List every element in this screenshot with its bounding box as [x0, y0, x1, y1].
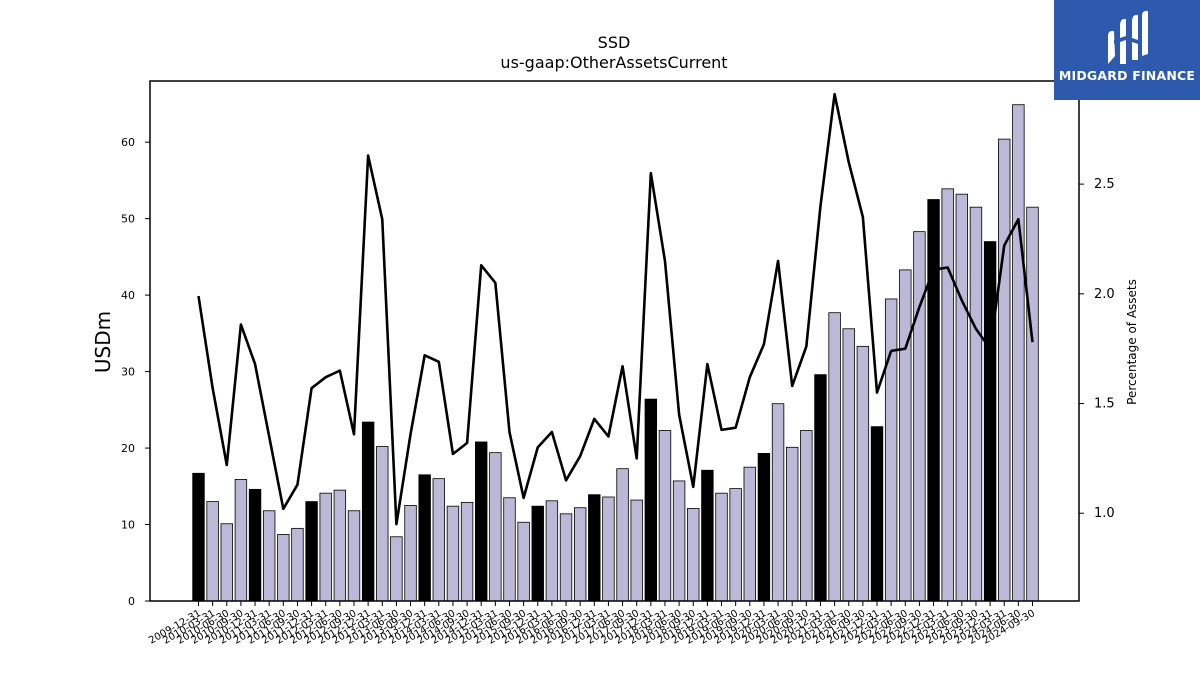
bar-2010-09-30	[234, 479, 248, 602]
bar-2024-09-30	[1026, 206, 1039, 602]
left-axis: 0 10 20 30 40 50 60	[121, 136, 150, 608]
right-axis: 1.0 1.5 2.0 2.5	[1079, 177, 1115, 521]
y2-tick-label: 1.0	[1094, 506, 1115, 521]
bar-2019-09-30	[743, 466, 756, 602]
bar-2014-06-30	[446, 505, 460, 602]
bar-2019-06-30	[729, 488, 742, 602]
bar-2023-09-30	[969, 206, 983, 602]
bar-2016-12-31	[588, 494, 601, 602]
plot-frame	[149, 80, 1080, 602]
bar-2024-06-30	[1012, 104, 1025, 602]
bar-2016-06-30	[559, 513, 573, 602]
bar-2011-06-30	[277, 534, 290, 602]
bar-2017-06-30	[616, 468, 629, 602]
bar-2018-06-30	[672, 480, 686, 602]
y-axis-label: USDm	[91, 311, 115, 373]
bar-2014-09-30	[460, 501, 474, 602]
y-tick-label: 40	[121, 289, 135, 302]
y2-tick-label: 2.5	[1094, 177, 1115, 192]
midgard-finance-logo: MIDGARD FINANCE	[1054, 0, 1200, 100]
bar-2013-12-31	[418, 474, 431, 602]
bar-2012-03-31	[319, 492, 332, 602]
bar-2010-06-30	[220, 523, 233, 602]
bar-2017-12-31	[644, 398, 658, 602]
bar-2013-06-30	[390, 536, 403, 602]
bar-2018-12-31	[701, 469, 714, 602]
bar-2012-06-30	[333, 489, 347, 602]
bar-2017-03-31	[602, 496, 615, 602]
bar-2020-09-30	[800, 430, 813, 602]
bar-2012-09-30	[347, 510, 361, 602]
bar-2010-03-31	[206, 501, 219, 602]
bar-2022-06-30	[899, 269, 912, 602]
bar-2023-06-30	[955, 193, 969, 602]
bar-2016-09-30	[573, 507, 587, 602]
chart-title: SSD	[598, 33, 631, 52]
bar-2022-03-31	[884, 298, 898, 602]
bar-2021-03-31	[828, 312, 841, 602]
bar-2021-06-30	[842, 328, 855, 602]
bar-2017-09-30	[630, 499, 643, 602]
bar-2020-12-31	[814, 374, 827, 602]
bar-2014-12-31	[475, 441, 488, 602]
bar-2011-09-30	[291, 527, 304, 602]
bar-2015-12-31	[531, 505, 544, 602]
y2-tick-label: 2.0	[1094, 287, 1115, 302]
bar-2020-06-30	[786, 446, 799, 602]
bar-2024-03-31	[998, 138, 1011, 602]
bar-2013-03-31	[376, 446, 389, 602]
bar-2011-12-31	[305, 501, 318, 602]
logo-mark-icon	[1108, 10, 1148, 64]
percentage-line	[197, 92, 1034, 526]
bar-2018-03-31	[658, 430, 672, 602]
bar-2011-03-31	[262, 510, 276, 602]
bar-2012-12-31	[361, 421, 375, 602]
bar-2021-09-30	[856, 345, 870, 602]
bar-2019-12-31	[757, 453, 771, 602]
logo-text: MIDGARD FINANCE	[1058, 68, 1196, 83]
bar-2022-12-31	[927, 199, 940, 602]
y-tick-label: 30	[121, 366, 135, 379]
y-tick-label: 10	[121, 519, 135, 532]
bar-2015-03-31	[489, 452, 502, 602]
bar-2015-06-30	[503, 497, 516, 602]
bar-2023-12-31	[983, 241, 997, 602]
y2-axis-label: Percentage of Assets	[1125, 279, 1139, 405]
bar-2015-09-30	[517, 521, 530, 602]
bar-2020-03-31	[771, 403, 785, 602]
bar-2014-03-31	[432, 478, 446, 602]
bar-2021-12-31	[870, 426, 884, 602]
chart-subtitle: us-gaap:OtherAssetsCurrent	[500, 53, 727, 72]
bar-2022-09-30	[913, 231, 926, 602]
y-tick-label: 0	[128, 595, 135, 608]
bar-2010-12-31	[248, 488, 262, 602]
bar-2009-12-31	[192, 472, 205, 602]
y-tick-label: 50	[121, 213, 135, 226]
bar-2019-03-31	[715, 492, 728, 602]
y-tick-label: 20	[121, 442, 135, 455]
x-axis: 2009-12-312010-03-312010-06-302010-09-30…	[147, 601, 1037, 647]
y2-tick-label: 1.5	[1094, 397, 1115, 412]
y-tick-label: 60	[121, 136, 135, 149]
bar-2018-09-30	[687, 508, 700, 602]
bar-series	[192, 104, 1039, 602]
bar-2013-09-30	[404, 505, 417, 602]
bar-2023-03-31	[941, 188, 954, 602]
bar-2016-03-31	[545, 500, 559, 602]
